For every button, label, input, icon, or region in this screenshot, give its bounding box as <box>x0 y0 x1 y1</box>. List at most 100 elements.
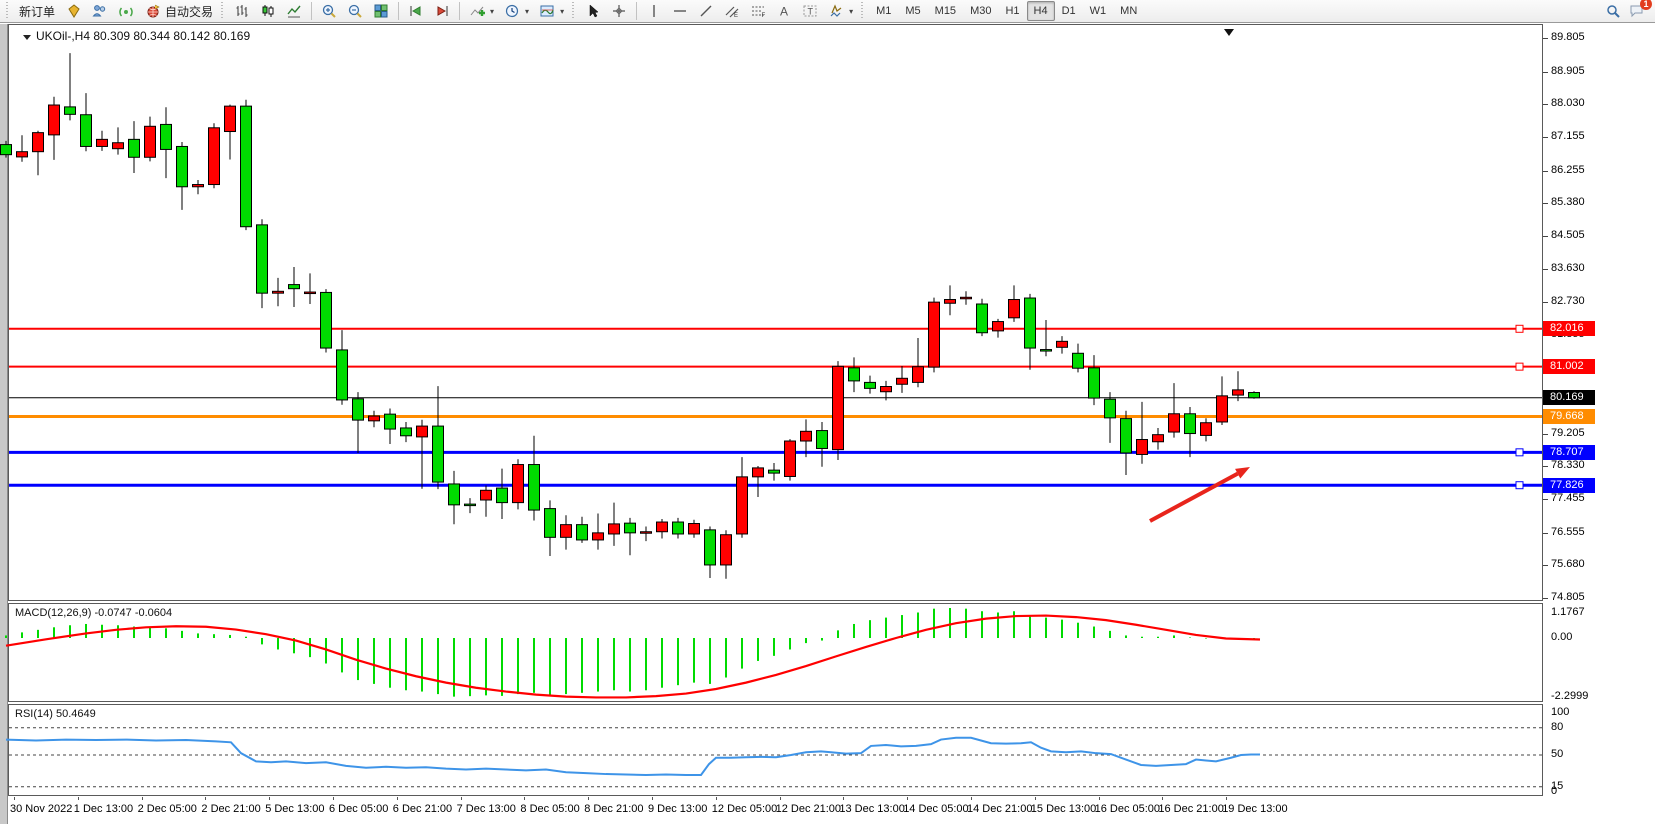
horizontal-line-icon <box>674 10 687 12</box>
templates-icon <box>540 5 554 17</box>
chart-client-area: UKOil-,H4 80.309 80.344 80.142 80.169 MA… <box>0 24 1655 824</box>
date-tick <box>396 797 398 800</box>
date-label: 14 Dec 21:00 <box>967 803 1033 815</box>
equidistant-channel-icon: E <box>725 6 739 19</box>
toolbar-drag-handle <box>6 2 11 20</box>
new-order-button[interactable]: 新订单 <box>14 1 60 21</box>
date-tick <box>460 797 462 800</box>
timeframe-m5-button[interactable]: M5 <box>905 5 921 17</box>
text-label-icon: T <box>803 5 817 17</box>
notification-badge: 1 <box>1640 0 1652 10</box>
line-chart-icon <box>287 5 301 18</box>
fibonacci-button[interactable]: F <box>745 1 771 21</box>
svg-text:T: T <box>808 7 814 17</box>
tile-windows-button[interactable] <box>368 1 394 21</box>
auto-scroll-button[interactable] <box>403 1 429 21</box>
date-tick <box>1162 797 1164 800</box>
autotrading-button[interactable]: 自动交易 <box>140 1 218 21</box>
indicators-button[interactable]: ▾ <box>464 1 499 21</box>
crosshair-button[interactable] <box>606 1 632 21</box>
rsi-axis-tick: 15 <box>1551 780 1564 792</box>
chevron-down-icon[interactable]: ▾ <box>560 6 565 16</box>
zoom-in-button[interactable] <box>316 1 342 21</box>
chevron-down-icon[interactable]: ▾ <box>849 6 854 16</box>
horizontal-line-button[interactable] <box>667 1 693 21</box>
svg-text:A: A <box>780 5 788 19</box>
templates-button[interactable]: ▾ <box>534 1 569 21</box>
date-label: 7 Dec 13:00 <box>456 803 516 815</box>
scroll-to-end-marker[interactable] <box>1224 29 1234 36</box>
date-tick <box>205 797 207 800</box>
vertical-line-icon <box>653 5 655 17</box>
bar-chart-icon <box>236 5 248 17</box>
bar-chart-button[interactable] <box>229 1 255 21</box>
zoom-out-icon <box>348 4 362 18</box>
date-tick <box>269 797 271 800</box>
timeframe-m30-button[interactable]: M30 <box>970 5 992 17</box>
macd-panel[interactable]: MACD(12,26,9) -0.0747 -0.0604 <box>8 603 1543 702</box>
date-label: 6 Dec 21:00 <box>392 803 453 815</box>
fibonacci-icon: F <box>752 6 766 19</box>
toolbar-group-separator <box>572 2 578 20</box>
symbol-dropdown-icon[interactable] <box>23 35 31 40</box>
line-chart-button[interactable] <box>281 1 307 21</box>
chevron-down-icon[interactable]: ▾ <box>490 6 495 16</box>
date-label: 19 Dec 13:00 <box>1222 803 1288 815</box>
window-left-frame <box>0 24 8 824</box>
arrows-button[interactable]: ▾ <box>823 1 858 21</box>
trendline-icon <box>700 5 712 17</box>
chart-shift-button[interactable] <box>429 1 455 21</box>
data-window-icon <box>92 5 106 17</box>
vertical-line-button[interactable] <box>641 1 667 21</box>
timeframe-h4-button[interactable]: H4 <box>1026 1 1055 21</box>
indicators-icon <box>470 6 486 16</box>
chat-button[interactable]: 1 <box>1629 0 1652 19</box>
date-tick <box>652 797 653 800</box>
macd-axis-tick: -2.2999 <box>1551 690 1589 702</box>
rsi-panel[interactable]: RSI(14) 50.4649 <box>8 704 1543 796</box>
macd-axis-tick: 1.1767 <box>1551 606 1585 618</box>
new-order-label: 新订单 <box>19 4 56 19</box>
date-label: 8 Dec 21:00 <box>584 803 644 815</box>
date-label: 6 Dec 05:00 <box>329 803 389 815</box>
macd-label: MACD(12,26,9) -0.0747 -0.0604 <box>15 607 173 619</box>
date-tick <box>333 797 334 800</box>
text-button[interactable]: A <box>771 1 797 21</box>
price-axis[interactable]: 89.805 88.905 88.030 87.155 86.255 85.380 84.5… <box>1543 24 1655 824</box>
text-label-button[interactable]: T <box>797 1 823 21</box>
equidistant-channel-button[interactable]: E <box>719 1 745 21</box>
date-label: 9 Dec 13:00 <box>648 803 708 815</box>
trendline-button[interactable] <box>693 1 719 21</box>
date-tick <box>588 797 590 800</box>
date-axis[interactable]: 30 Nov 2022 1 Dec 13:00 2 Dec 05:00 2 Dec 2… <box>8 797 1543 824</box>
timeframe-m1-button[interactable]: M1 <box>876 5 892 17</box>
price-tag-78.707: 78.707 <box>1543 444 1595 460</box>
toolbar-separator <box>636 2 638 20</box>
timeframe-w1-button[interactable]: W1 <box>1089 5 1107 17</box>
market-watch-button[interactable] <box>61 1 87 21</box>
timeframe-mn-button[interactable]: MN <box>1120 5 1138 17</box>
date-label: 2 Dec 05:00 <box>137 803 197 815</box>
data-window-button[interactable] <box>87 1 113 21</box>
cursor-button[interactable] <box>580 1 606 21</box>
timeframe-m15-button[interactable]: M15 <box>934 5 957 17</box>
main-chart-panel[interactable]: UKOil-,H4 80.309 80.344 80.142 80.169 <box>8 24 1543 601</box>
chevron-down-icon[interactable]: ▾ <box>525 6 530 16</box>
timeframe-d1-button[interactable]: D1 <box>1061 5 1076 17</box>
text-icon: A <box>780 5 788 19</box>
search-icon[interactable] <box>1605 3 1621 19</box>
svg-text:E: E <box>734 13 738 19</box>
date-label: 16 Dec 21:00 <box>1158 803 1224 815</box>
zoom-out-button[interactable] <box>342 1 368 21</box>
date-tick <box>715 797 717 800</box>
chart-shift-icon <box>437 6 448 16</box>
toolbar-separator <box>311 2 313 20</box>
timeframe-h1-button[interactable]: H1 <box>1005 5 1020 17</box>
strategy-tester-button[interactable] <box>113 1 139 21</box>
periods-button[interactable]: ▾ <box>499 1 534 21</box>
date-tick <box>1226 797 1228 800</box>
candlestick-chart-button[interactable] <box>255 1 281 21</box>
svg-text:F: F <box>762 13 766 19</box>
market-watch-icon <box>68 4 80 18</box>
date-tick <box>524 797 526 800</box>
